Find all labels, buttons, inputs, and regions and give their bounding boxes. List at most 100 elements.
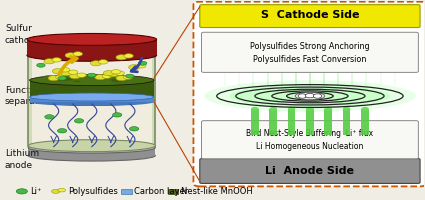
Ellipse shape [74,79,81,82]
Circle shape [52,69,63,74]
FancyBboxPatch shape [200,159,420,183]
Ellipse shape [29,93,154,101]
Polygon shape [306,109,314,135]
Ellipse shape [68,79,76,82]
Circle shape [65,53,76,58]
Circle shape [102,74,112,78]
Circle shape [51,189,60,193]
Circle shape [126,74,134,78]
Circle shape [139,61,147,65]
Polygon shape [361,109,369,135]
Ellipse shape [122,75,130,78]
Circle shape [52,58,61,62]
Circle shape [73,52,82,56]
Ellipse shape [28,142,155,153]
Ellipse shape [29,75,154,86]
Ellipse shape [313,94,322,98]
Text: Polysulfides: Polysulfides [68,187,117,196]
Circle shape [124,75,133,79]
Circle shape [99,60,108,64]
Text: Polysulfides Strong Anchoring: Polysulfides Strong Anchoring [250,42,370,51]
FancyBboxPatch shape [200,5,420,28]
Text: Li Homogeneous Nucleation: Li Homogeneous Nucleation [256,142,364,151]
Bar [168,189,178,194]
Circle shape [58,76,66,80]
Circle shape [103,71,114,76]
Circle shape [116,76,127,81]
Circle shape [130,127,139,131]
Circle shape [113,113,122,117]
Ellipse shape [305,93,314,98]
Circle shape [116,55,127,60]
Ellipse shape [28,48,155,60]
Text: Bird Nest-Style Buffering  Li⁺ flux: Bird Nest-Style Buffering Li⁺ flux [246,129,374,138]
Ellipse shape [73,77,84,81]
Ellipse shape [324,107,332,111]
Text: Lithium
anode: Lithium anode [5,149,39,170]
Polygon shape [28,54,155,146]
FancyBboxPatch shape [193,2,425,186]
Polygon shape [28,148,155,156]
Circle shape [48,76,59,81]
Circle shape [88,73,96,77]
Ellipse shape [111,78,123,82]
Ellipse shape [27,33,156,45]
Circle shape [91,61,102,66]
Text: Carbon layer: Carbon layer [134,187,188,196]
Polygon shape [288,109,295,135]
Ellipse shape [29,98,154,106]
Ellipse shape [269,107,277,111]
Bar [122,189,132,194]
Ellipse shape [27,49,156,61]
Text: Li⁺: Li⁺ [30,187,42,196]
Circle shape [77,73,86,77]
Circle shape [69,74,80,79]
Text: Li  Anode Side: Li Anode Side [266,166,354,176]
Circle shape [58,188,65,192]
Circle shape [45,115,54,119]
Ellipse shape [298,94,306,98]
Ellipse shape [29,95,154,105]
Text: Nest-like MnOOH: Nest-like MnOOH [181,187,252,196]
Circle shape [124,54,133,58]
Circle shape [57,129,67,133]
Ellipse shape [93,74,101,77]
Circle shape [108,72,119,77]
Ellipse shape [44,75,54,78]
Ellipse shape [306,107,314,111]
Ellipse shape [251,107,259,111]
Polygon shape [343,109,351,135]
Ellipse shape [230,85,391,107]
Ellipse shape [56,77,69,81]
Polygon shape [269,109,277,135]
Ellipse shape [288,107,295,111]
Polygon shape [27,39,156,55]
Circle shape [61,71,72,76]
Text: Functional
separator: Functional separator [5,86,52,106]
Text: Sulfur
cathode: Sulfur cathode [5,24,42,45]
Circle shape [115,71,125,75]
Ellipse shape [295,92,325,100]
Polygon shape [28,54,31,146]
Circle shape [111,70,121,74]
Ellipse shape [361,107,369,111]
Ellipse shape [28,150,155,161]
Polygon shape [324,109,332,135]
Ellipse shape [28,140,155,152]
Polygon shape [251,109,259,135]
Circle shape [74,119,84,123]
Circle shape [95,75,106,80]
Circle shape [37,63,45,67]
Ellipse shape [65,77,74,81]
Circle shape [137,64,146,68]
FancyBboxPatch shape [201,121,418,159]
Polygon shape [152,54,155,146]
Polygon shape [29,97,154,102]
Circle shape [60,68,70,72]
Circle shape [68,70,78,74]
Ellipse shape [62,77,74,81]
Circle shape [17,189,27,194]
Circle shape [44,59,55,64]
Ellipse shape [99,74,108,77]
Circle shape [56,75,65,79]
